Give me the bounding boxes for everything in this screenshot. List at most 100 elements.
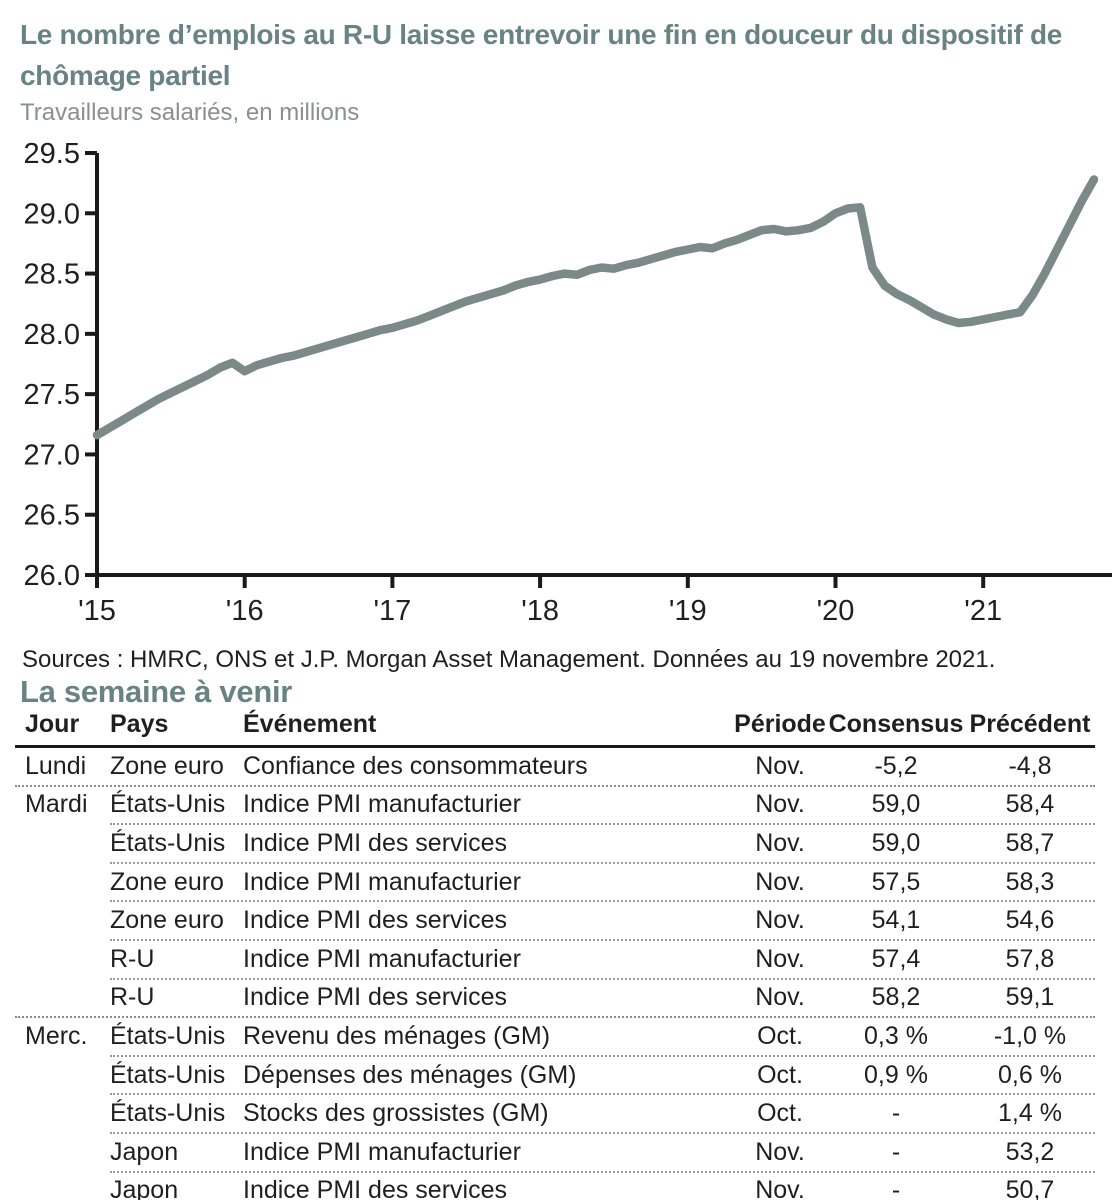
column-header-precedent: Précédent xyxy=(969,710,1091,738)
column-header-jour: Jour xyxy=(25,710,80,738)
cell-periode: Oct. xyxy=(757,1060,803,1089)
page-title: Le nombre d’emplois au R-U laisse entrev… xyxy=(20,19,1063,91)
cell-pays: R-U xyxy=(110,944,155,973)
cell-periode: Nov. xyxy=(755,1137,805,1166)
row-separator xyxy=(110,1170,1095,1173)
y-axis-label: 26.0 xyxy=(24,560,80,592)
cell-consensus: 0,3 % xyxy=(864,1021,928,1050)
cell-pays: États-Unis xyxy=(110,828,226,857)
cell-precedent: -4,8 xyxy=(1008,751,1052,780)
cell-consensus: - xyxy=(891,1137,901,1166)
cell-jour: Merc. xyxy=(25,1021,88,1050)
y-axis-label: 28.5 xyxy=(24,259,80,291)
cell-precedent: -1,0 % xyxy=(993,1021,1067,1050)
cell-precedent: 0,6 % xyxy=(998,1060,1062,1089)
cell-periode: Nov. xyxy=(755,983,805,1012)
cell-evenement: Revenu des ménages (GM) xyxy=(243,1021,551,1050)
cell-consensus: -5,2 xyxy=(874,751,918,780)
cell-periode: Nov. xyxy=(755,944,805,973)
cell-evenement: Indice PMI des services xyxy=(243,983,507,1012)
employment-line xyxy=(92,175,1099,440)
cell-evenement: Dépenses des ménages (GM) xyxy=(243,1060,577,1089)
column-header-pays: Pays xyxy=(110,710,169,738)
cell-precedent: 58,4 xyxy=(1005,790,1055,819)
section-title: La semaine à venir xyxy=(20,674,293,709)
x-axis-label: '18 xyxy=(521,595,559,627)
table-row: Zone euro Indice PMI des services Nov. 54,1… xyxy=(15,902,1095,939)
cell-periode: Nov. xyxy=(755,790,805,819)
table-row: Merc. États-Unis Revenu des ménages (GM) Oc… xyxy=(15,1018,1095,1055)
y-axis-label: 26.5 xyxy=(24,500,80,532)
row-separator xyxy=(110,900,1095,903)
x-axis-label: '16 xyxy=(226,595,264,627)
row-separator xyxy=(110,861,1095,864)
row-separator xyxy=(110,938,1095,941)
table-row: R-U Indice PMI manufacturier Nov. 57,4 57,8 xyxy=(15,941,1095,978)
cell-evenement: Indice PMI des services xyxy=(243,906,507,935)
table-body: Lundi Zone euro Confiance des consommateur… xyxy=(15,748,1095,1200)
cell-pays: Zone euro xyxy=(110,867,224,896)
x-axis-label: '21 xyxy=(964,595,1002,627)
row-separator xyxy=(110,1131,1095,1134)
cell-consensus: 58,2 xyxy=(871,983,921,1012)
column-header-periode: Période xyxy=(734,710,826,738)
row-separator xyxy=(110,1093,1095,1096)
y-axis-label: 28.0 xyxy=(24,319,80,351)
table-row: Mardi États-Unis Indice PMI manufacturier N… xyxy=(15,787,1095,824)
cell-precedent: 58,7 xyxy=(1005,828,1055,857)
cell-pays: États-Unis xyxy=(110,790,226,819)
cell-periode: Oct. xyxy=(757,1021,803,1050)
cell-pays: États-Unis xyxy=(110,1099,226,1128)
column-header-consensus: Consensus xyxy=(828,710,964,738)
cell-evenement: Indice PMI des services xyxy=(243,828,507,857)
y-axis-label: 27.0 xyxy=(24,439,80,471)
cell-pays: R-U xyxy=(110,983,155,1012)
cell-precedent: 50,7 xyxy=(1005,1176,1055,1200)
cell-evenement: Stocks des grossistes (GM) xyxy=(243,1099,549,1128)
table-header-row: Jour Pays Événement Période Consensus Pr… xyxy=(15,706,1095,748)
cell-periode: Nov. xyxy=(755,1176,805,1200)
week-ahead-table: Jour Pays Événement Période Consensus Pr… xyxy=(15,706,1095,1200)
cell-consensus: 59,0 xyxy=(871,790,921,819)
x-axis-label: '15 xyxy=(78,595,116,627)
table-row: Japon Indice PMI des services Nov. - 50,7 xyxy=(15,1173,1095,1200)
cell-evenement: Indice PMI manufacturier xyxy=(243,790,521,819)
cell-jour: Mardi xyxy=(25,790,88,819)
cell-precedent: 54,6 xyxy=(1005,906,1055,935)
sources-note: Sources : HMRC, ONS et J.P. Morgan Asset… xyxy=(22,646,996,673)
y-axis-label: 29.5 xyxy=(24,140,80,170)
cell-consensus: 54,1 xyxy=(871,906,921,935)
cell-consensus: - xyxy=(891,1176,901,1200)
cell-periode: Nov. xyxy=(755,751,805,780)
cell-jour: Lundi xyxy=(25,751,87,780)
cell-precedent: 53,2 xyxy=(1005,1137,1055,1166)
cell-pays: États-Unis xyxy=(110,1060,226,1089)
cell-precedent: 1,4 % xyxy=(998,1099,1062,1128)
cell-precedent: 59,1 xyxy=(1005,983,1055,1012)
table-row: États-Unis Indice PMI des services Nov. 59,… xyxy=(15,825,1095,862)
row-separator xyxy=(110,1054,1095,1057)
cell-evenement: Indice PMI manufacturier xyxy=(243,867,521,896)
column-header-evenement: Événement xyxy=(243,710,377,738)
table-row: États-Unis Dépenses des ménages (GM) Oct. 0… xyxy=(15,1057,1095,1094)
cell-consensus: 59,0 xyxy=(871,828,921,857)
cell-periode: Nov. xyxy=(755,828,805,857)
x-axis-label: '20 xyxy=(817,595,855,627)
chart-subtitle: Travailleurs salariés, en millions xyxy=(20,99,360,126)
y-axis-label: 29.0 xyxy=(24,198,80,230)
line-chart: 26.0 26.5 27.0 27.5 28.0 28.5 29.0 29.5 '15 '16 '1… xyxy=(24,140,1112,627)
row-separator xyxy=(110,823,1095,826)
table-row: Lundi Zone euro Confiance des consommateur… xyxy=(15,748,1095,785)
cell-consensus: 57,4 xyxy=(871,944,921,973)
cell-consensus: 57,5 xyxy=(871,867,921,896)
table-row: R-U Indice PMI des services Nov. 58,2 59,1 xyxy=(15,980,1095,1017)
cell-pays: Zone euro xyxy=(110,906,224,935)
table-row: Zone euro Indice PMI manufacturier Nov. 57,… xyxy=(15,864,1095,901)
cell-pays: Japon xyxy=(110,1137,179,1166)
cell-evenement: Indice PMI des services xyxy=(243,1176,507,1200)
cell-consensus: - xyxy=(891,1099,901,1128)
cell-evenement: Confiance des consommateurs xyxy=(243,751,588,780)
cell-precedent: 58,3 xyxy=(1005,867,1055,896)
x-axis-label: '19 xyxy=(669,595,707,627)
